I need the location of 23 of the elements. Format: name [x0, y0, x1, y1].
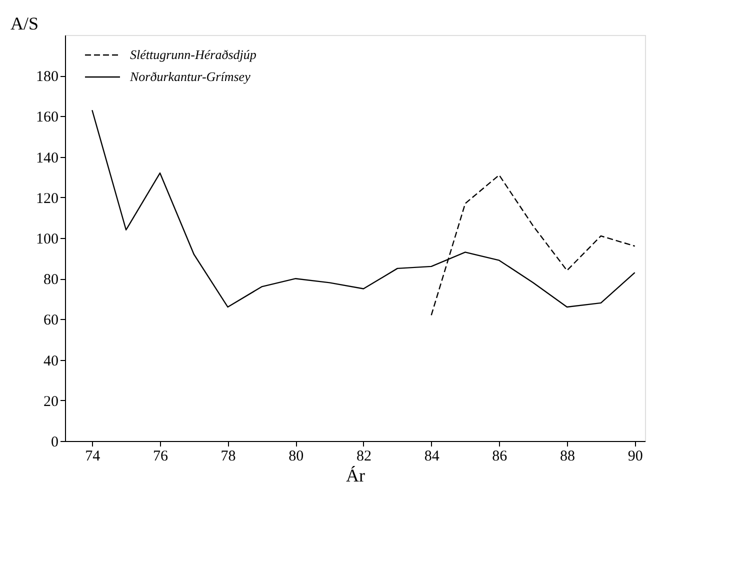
y-tick-label: 160 [36, 110, 58, 126]
x-axis-title: Ár [346, 466, 365, 486]
y-tick-label: 140 [36, 150, 58, 166]
x-tick-label: 82 [356, 448, 372, 464]
y-tick-label: 100 [36, 232, 58, 248]
x-tick-label: 84 [424, 448, 440, 464]
y-tick-label: 60 [44, 312, 58, 329]
x-tick-label: 90 [628, 448, 643, 464]
y-tick-label: 40 [44, 353, 58, 370]
y-tick-label: 20 [44, 394, 58, 410]
y-tick-label: 180 [36, 69, 58, 86]
x-tick-label: 76 [152, 448, 168, 464]
x-tick-label: 74 [85, 448, 101, 464]
legend-label: Norðurkantur-Grímsey [129, 69, 251, 84]
x-tick-label: 86 [492, 448, 508, 464]
y-tick-label: 80 [44, 272, 58, 288]
y-axis-title: A/S [10, 14, 39, 34]
legend-label: Sléttugrunn-Héraðsdjúp [130, 47, 257, 62]
y-tick-label: 0 [51, 434, 58, 450]
x-tick-label: 80 [288, 448, 304, 464]
x-tick-label: 88 [560, 448, 575, 464]
x-tick-label: 78 [220, 448, 236, 464]
y-tick-label: 120 [36, 190, 58, 207]
